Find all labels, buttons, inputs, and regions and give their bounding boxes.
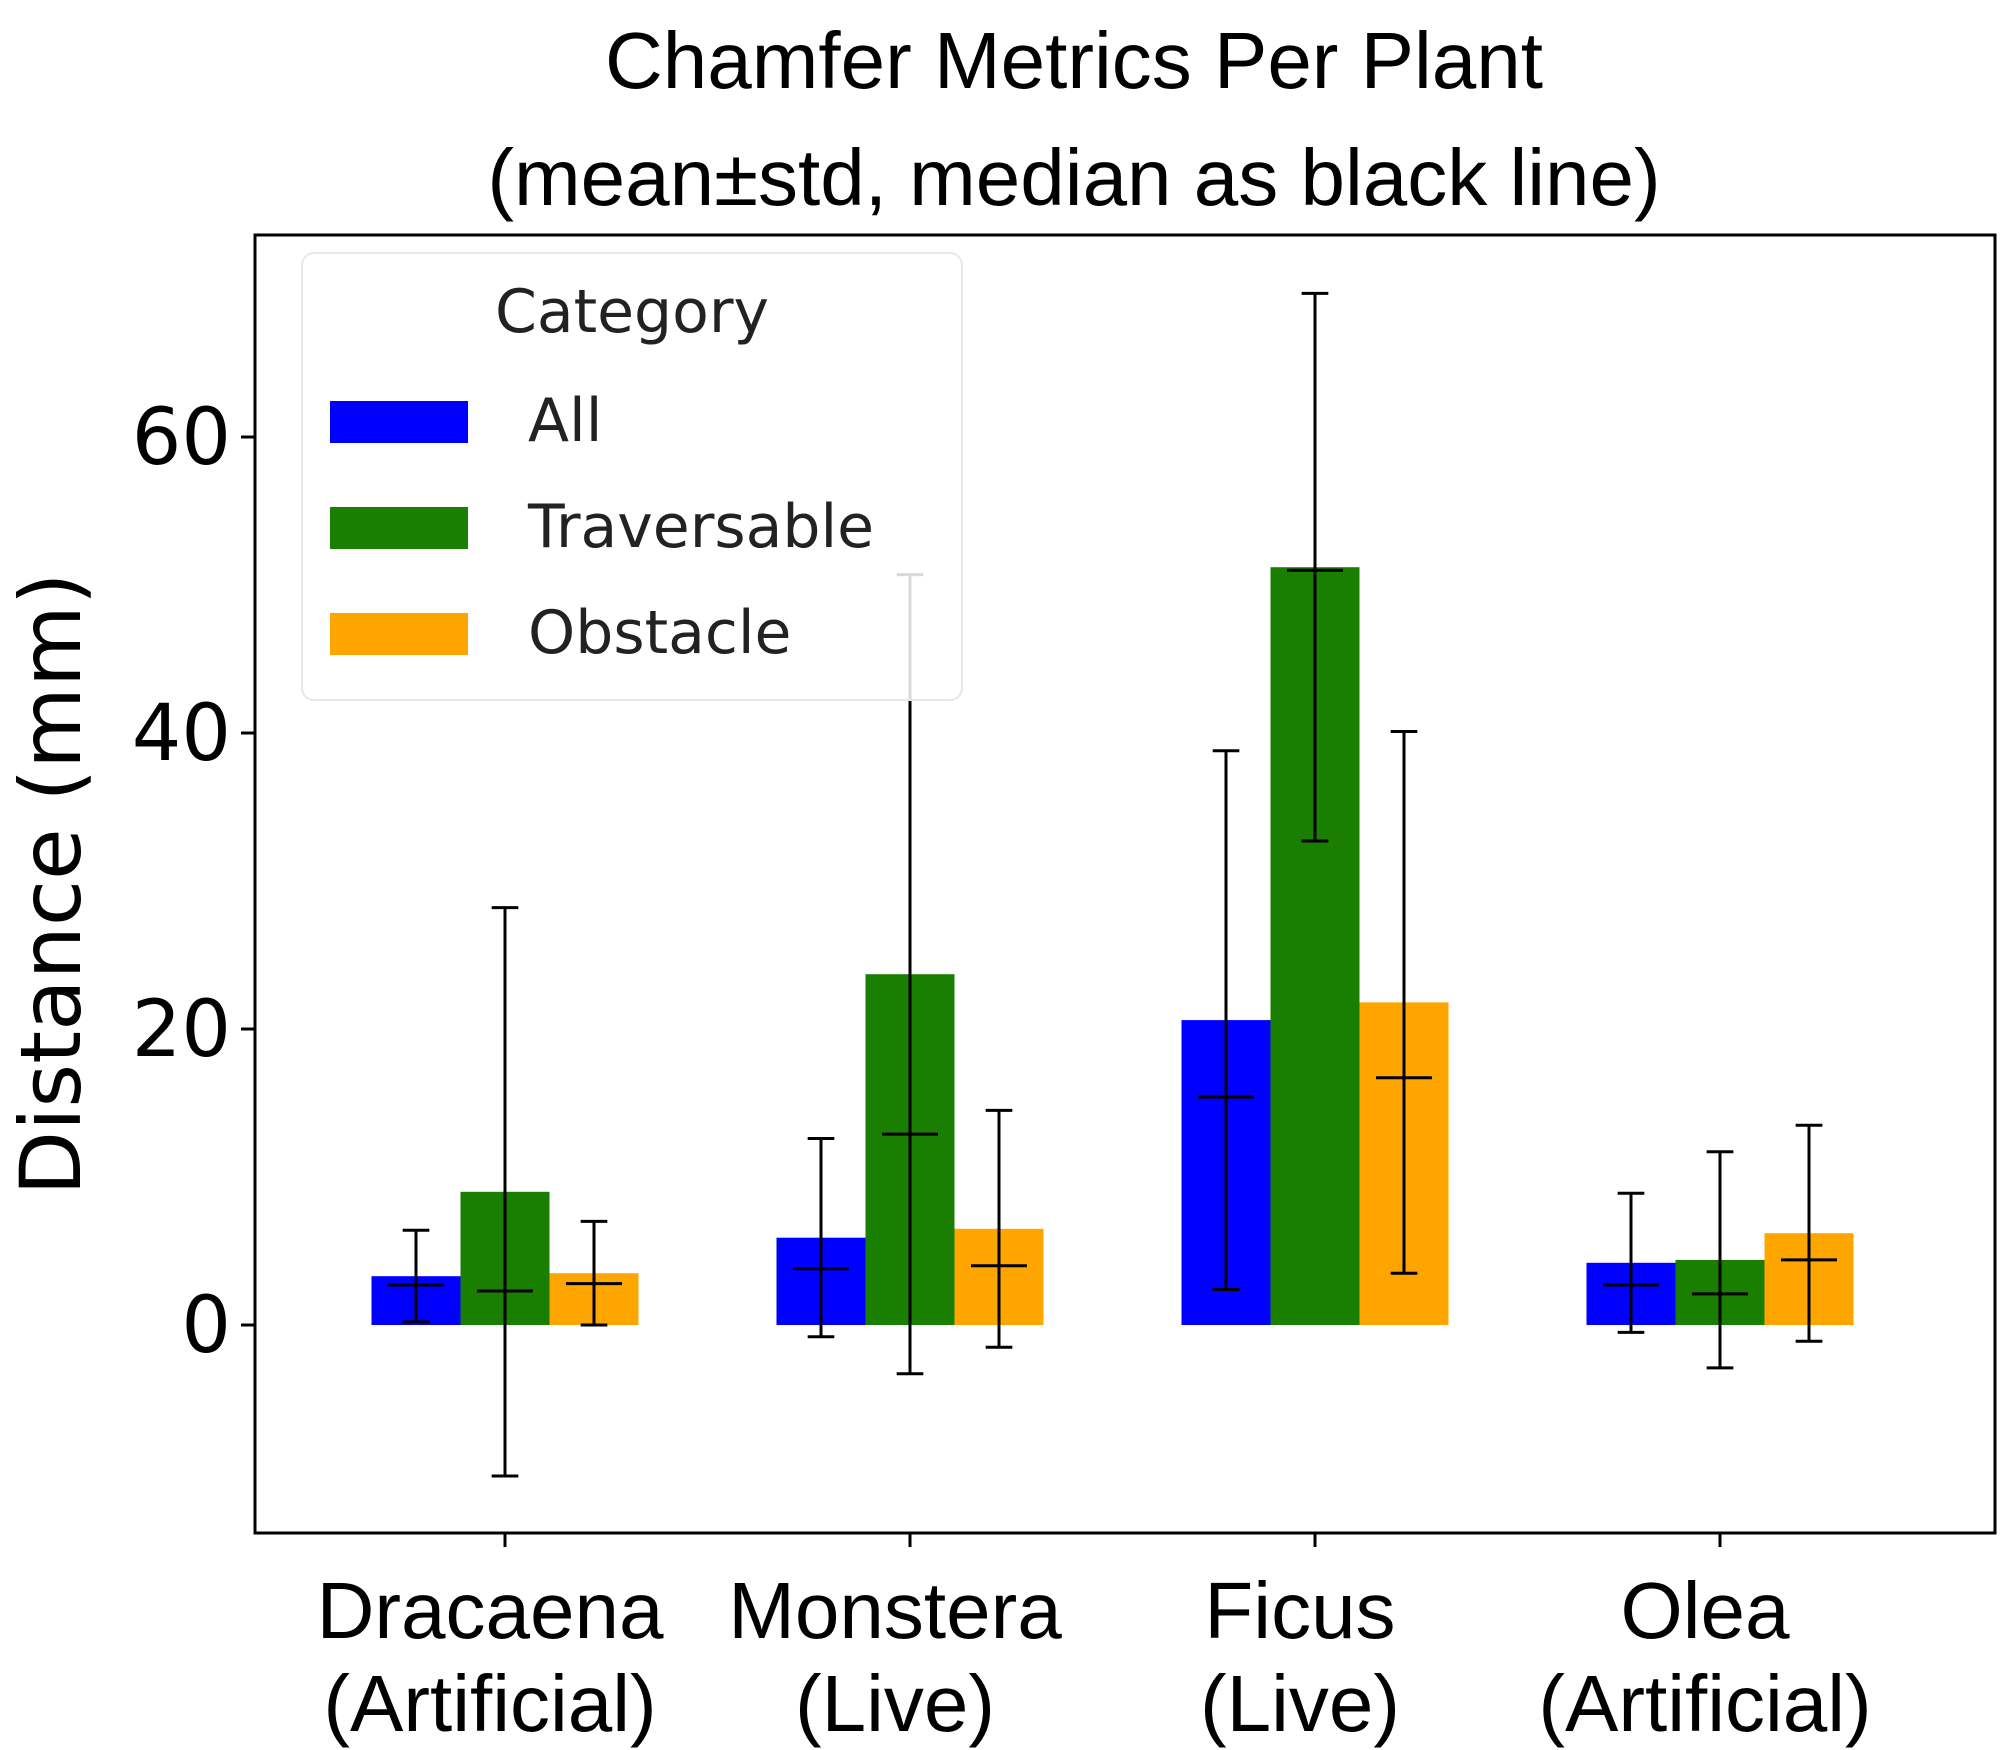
y-tick-label-60: 60 bbox=[132, 393, 231, 483]
x-tick-label-line: (Live) bbox=[1200, 1659, 1400, 1748]
chart-title-line-2: (mean±std, median as black line) bbox=[487, 133, 1660, 222]
y-tick-label-40: 40 bbox=[132, 689, 231, 779]
error-bar-obstacle-0 bbox=[566, 1219, 622, 1327]
x-tick-label-1: Monstera (Live) bbox=[728, 1566, 1062, 1748]
y-axis-label: Distance (mm) bbox=[2, 572, 100, 1195]
error-bar-obstacle-2 bbox=[1376, 730, 1432, 1275]
error-bar-all-1 bbox=[793, 1137, 849, 1339]
error-bar-all-0 bbox=[388, 1228, 444, 1324]
legend-label-all: All bbox=[528, 386, 602, 456]
legend-label-obstacle: Obstacle bbox=[528, 598, 791, 668]
x-tick-label-2: Ficus (Live) bbox=[1200, 1566, 1400, 1748]
legend-swatch-traversable bbox=[330, 507, 468, 549]
error-bar-obstacle-1 bbox=[971, 1108, 1027, 1349]
legend: Category All Traversable Obstacle bbox=[301, 252, 963, 701]
x-tick-label-line: Monstera bbox=[728, 1566, 1062, 1655]
error-bars-layer bbox=[388, 291, 1837, 1478]
legend-frame bbox=[301, 252, 963, 701]
x-tick-label-line: (Live) bbox=[795, 1659, 995, 1748]
legend-swatch-all bbox=[330, 401, 468, 443]
plot-frame bbox=[253, 233, 1997, 1535]
x-tick-label-line: Ficus bbox=[1204, 1566, 1395, 1655]
error-bar-all-3 bbox=[1603, 1191, 1659, 1334]
y-tick-label-0: 0 bbox=[181, 1281, 231, 1371]
x-tick-label-3: Olea (Artificial) bbox=[1538, 1566, 1871, 1748]
error-bar-traversable-0 bbox=[477, 906, 533, 1478]
legend-swatch-obstacle bbox=[330, 613, 468, 655]
x-tick-label-line: Olea bbox=[1621, 1566, 1790, 1655]
y-tick-label-20: 20 bbox=[132, 985, 231, 1075]
error-bar-traversable-2 bbox=[1287, 291, 1343, 843]
x-tick-label-line: (Artificial) bbox=[1538, 1659, 1871, 1748]
error-bar-all-2 bbox=[1198, 749, 1254, 1291]
legend-label-traversable: Traversable bbox=[527, 492, 874, 562]
x-tick-label-0: Dracaena (Artificial) bbox=[317, 1566, 664, 1748]
error-bar-traversable-3 bbox=[1692, 1150, 1748, 1370]
error-bar-obstacle-3 bbox=[1781, 1123, 1837, 1343]
chart-title-line-1: Chamfer Metrics Per Plant bbox=[605, 16, 1543, 105]
x-tick-label-line: Dracaena bbox=[317, 1566, 664, 1655]
legend-title: Category bbox=[495, 277, 769, 347]
x-tick-label-line: (Artificial) bbox=[323, 1659, 656, 1748]
